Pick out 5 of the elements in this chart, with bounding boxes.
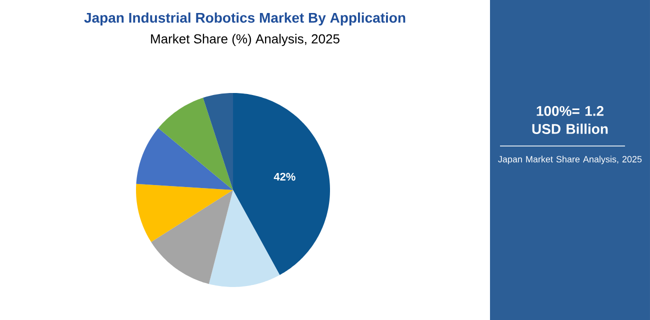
data-label: 42% <box>274 172 296 181</box>
chart-subtitle: Market Share (%) Analysis, 2025 <box>151 34 340 46</box>
chart-title: Japan Industrial Robotics Market By Application <box>84 12 406 26</box>
text: 100%= 1.2 USD Billion <box>532 106 608 134</box>
text: Japan Market Share Analysis, 2025 <box>498 156 642 164</box>
